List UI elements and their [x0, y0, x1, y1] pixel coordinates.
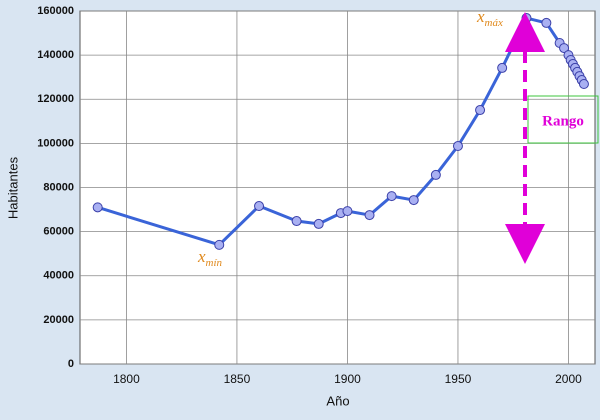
data-point [214, 239, 225, 250]
data-point [291, 216, 302, 227]
y-tick-label: 100000 [37, 137, 74, 149]
data-point [92, 202, 103, 213]
x-axis-label: Año [326, 393, 349, 408]
range-box [527, 95, 599, 144]
data-point [475, 105, 486, 116]
data-point [541, 17, 552, 28]
x-tick-label: 1800 [113, 372, 140, 386]
data-point [497, 62, 508, 73]
data-point [559, 43, 570, 54]
annotation: xmáx [476, 7, 503, 29]
data-point [313, 218, 324, 229]
data-point [254, 201, 265, 212]
annotation: xmín [197, 247, 223, 269]
x-tick-label: 1900 [334, 372, 361, 386]
y-axis-label: Habitantes [5, 156, 20, 219]
data-point [342, 206, 353, 217]
data-point [578, 79, 589, 90]
annotation-sub: máx [485, 17, 503, 29]
y-tick-label: 140000 [37, 49, 74, 61]
x-tick-label: 1950 [445, 372, 472, 386]
annotation-var: x [476, 7, 485, 26]
data-point [364, 210, 375, 221]
data-point [452, 141, 463, 152]
data-point [408, 195, 419, 206]
y-tick-label: 20000 [43, 314, 74, 326]
annotation-sub: mín [206, 257, 223, 269]
annotation-var: x [197, 247, 206, 266]
data-point [386, 191, 397, 202]
data-point [521, 13, 532, 24]
data-point [430, 169, 441, 180]
y-tick-label: 120000 [37, 93, 74, 105]
y-tick-label: 60000 [43, 226, 74, 238]
y-tick-label: 0 [68, 358, 74, 370]
y-tick-label: 80000 [43, 181, 74, 193]
y-tick-label: 160000 [37, 5, 74, 17]
range-label: Rango [542, 113, 584, 129]
x-tick-label: 1850 [224, 372, 251, 386]
x-tick-label: 2000 [555, 372, 582, 386]
y-tick-label: 40000 [43, 270, 74, 282]
